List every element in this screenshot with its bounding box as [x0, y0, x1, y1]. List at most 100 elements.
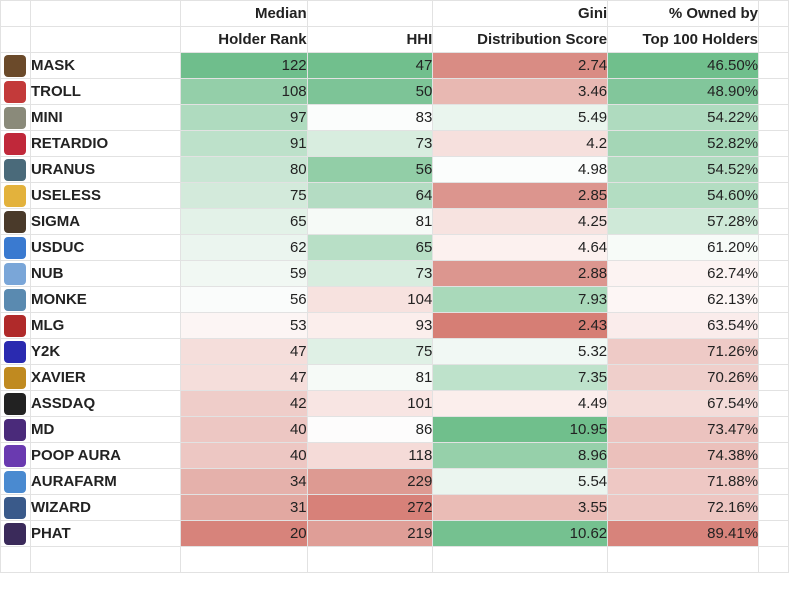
gini-score-cell[interactable]: 2.85	[432, 182, 609, 209]
icon-cell[interactable]	[0, 468, 31, 495]
icon-cell[interactable]	[0, 520, 31, 547]
token-name-cell[interactable]: Y2K	[29, 338, 181, 365]
hhi-cell[interactable]: 229	[306, 468, 434, 495]
token-name-cell[interactable]: URANUS	[29, 156, 181, 183]
token-name-cell[interactable]: XAVIER	[29, 364, 181, 391]
gini-score-cell[interactable]: 4.2	[432, 130, 609, 157]
hhi-cell[interactable]: 83	[306, 104, 434, 131]
icon-cell[interactable]	[0, 104, 31, 131]
hhi-cell[interactable]: 219	[306, 520, 434, 547]
cell[interactable]	[758, 104, 789, 131]
header-gini-line2[interactable]: Distribution Score	[432, 26, 609, 53]
median-holder-rank-cell[interactable]: 34	[179, 468, 308, 495]
median-holder-rank-cell[interactable]: 59	[179, 260, 308, 287]
gini-score-cell[interactable]: 4.49	[432, 390, 609, 417]
top100-owned-cell[interactable]: 73.47%	[607, 416, 760, 443]
cell[interactable]	[179, 546, 308, 573]
hhi-cell[interactable]: 64	[306, 182, 434, 209]
cell[interactable]	[758, 364, 789, 391]
cell[interactable]	[29, 26, 181, 53]
icon-cell[interactable]	[0, 182, 31, 209]
icon-cell[interactable]	[0, 494, 31, 521]
median-holder-rank-cell[interactable]: 65	[179, 208, 308, 235]
cell[interactable]	[758, 260, 789, 287]
gini-score-cell[interactable]: 3.55	[432, 494, 609, 521]
cell[interactable]	[758, 26, 789, 53]
icon-cell[interactable]	[0, 52, 31, 79]
cell[interactable]	[758, 520, 789, 547]
hhi-cell[interactable]: 81	[306, 208, 434, 235]
cell[interactable]	[758, 234, 789, 261]
median-holder-rank-cell[interactable]: 53	[179, 312, 308, 339]
hhi-cell[interactable]: 272	[306, 494, 434, 521]
top100-owned-cell[interactable]: 61.20%	[607, 234, 760, 261]
top100-owned-cell[interactable]: 67.54%	[607, 390, 760, 417]
cell[interactable]	[758, 442, 789, 469]
header-owned-line1[interactable]: % Owned by	[607, 0, 760, 27]
hhi-cell[interactable]: 56	[306, 156, 434, 183]
top100-owned-cell[interactable]: 70.26%	[607, 364, 760, 391]
hhi-cell[interactable]: 81	[306, 364, 434, 391]
median-holder-rank-cell[interactable]: 47	[179, 364, 308, 391]
token-name-cell[interactable]: MASK	[29, 52, 181, 79]
cell[interactable]	[758, 182, 789, 209]
median-holder-rank-cell[interactable]: 47	[179, 338, 308, 365]
hhi-cell[interactable]: 93	[306, 312, 434, 339]
cell[interactable]	[758, 52, 789, 79]
icon-cell[interactable]	[0, 260, 31, 287]
cell[interactable]	[758, 208, 789, 235]
median-holder-rank-cell[interactable]: 97	[179, 104, 308, 131]
cell[interactable]	[0, 546, 31, 573]
cell[interactable]	[758, 78, 789, 105]
top100-owned-cell[interactable]: 46.50%	[607, 52, 760, 79]
token-name-cell[interactable]: TROLL	[29, 78, 181, 105]
header-gini-line1[interactable]: Gini	[432, 0, 609, 27]
top100-owned-cell[interactable]: 57.28%	[607, 208, 760, 235]
gini-score-cell[interactable]: 4.98	[432, 156, 609, 183]
icon-cell[interactable]	[0, 234, 31, 261]
median-holder-rank-cell[interactable]: 40	[179, 442, 308, 469]
top100-owned-cell[interactable]: 71.26%	[607, 338, 760, 365]
gini-score-cell[interactable]: 10.62	[432, 520, 609, 547]
gini-score-cell[interactable]: 7.93	[432, 286, 609, 313]
top100-owned-cell[interactable]: 74.38%	[607, 442, 760, 469]
top100-owned-cell[interactable]: 62.74%	[607, 260, 760, 287]
header-median-line1[interactable]: Median	[179, 0, 308, 27]
median-holder-rank-cell[interactable]: 122	[179, 52, 308, 79]
gini-score-cell[interactable]: 5.54	[432, 468, 609, 495]
median-holder-rank-cell[interactable]: 75	[179, 182, 308, 209]
header-hhi-line2[interactable]: HHI	[306, 26, 434, 53]
gini-score-cell[interactable]: 7.35	[432, 364, 609, 391]
icon-cell[interactable]	[0, 416, 31, 443]
icon-cell[interactable]	[0, 286, 31, 313]
cell[interactable]	[29, 546, 181, 573]
cell[interactable]	[0, 0, 31, 27]
cell[interactable]	[29, 0, 181, 27]
cell[interactable]	[758, 286, 789, 313]
icon-cell[interactable]	[0, 312, 31, 339]
median-holder-rank-cell[interactable]: 40	[179, 416, 308, 443]
cell[interactable]	[758, 130, 789, 157]
hhi-cell[interactable]: 86	[306, 416, 434, 443]
token-name-cell[interactable]: MONKE	[29, 286, 181, 313]
gini-score-cell[interactable]: 5.32	[432, 338, 609, 365]
hhi-cell[interactable]: 101	[306, 390, 434, 417]
median-holder-rank-cell[interactable]: 80	[179, 156, 308, 183]
icon-cell[interactable]	[0, 338, 31, 365]
median-holder-rank-cell[interactable]: 42	[179, 390, 308, 417]
hhi-cell[interactable]: 104	[306, 286, 434, 313]
gini-score-cell[interactable]: 4.64	[432, 234, 609, 261]
gini-score-cell[interactable]: 2.43	[432, 312, 609, 339]
median-holder-rank-cell[interactable]: 20	[179, 520, 308, 547]
icon-cell[interactable]	[0, 156, 31, 183]
gini-score-cell[interactable]: 3.46	[432, 78, 609, 105]
median-holder-rank-cell[interactable]: 62	[179, 234, 308, 261]
cell[interactable]	[758, 390, 789, 417]
token-name-cell[interactable]: PHAT	[29, 520, 181, 547]
token-name-cell[interactable]: NUB	[29, 260, 181, 287]
top100-owned-cell[interactable]: 63.54%	[607, 312, 760, 339]
cell[interactable]	[758, 312, 789, 339]
top100-owned-cell[interactable]: 48.90%	[607, 78, 760, 105]
token-name-cell[interactable]: MD	[29, 416, 181, 443]
icon-cell[interactable]	[0, 208, 31, 235]
